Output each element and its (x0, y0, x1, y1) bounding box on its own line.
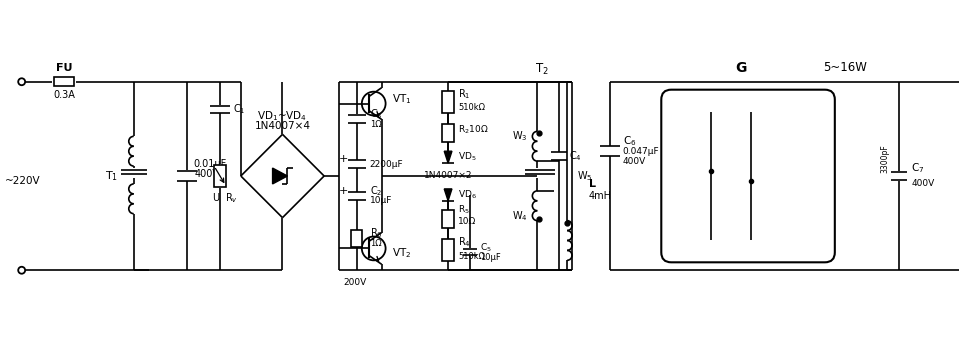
Polygon shape (272, 168, 287, 184)
Text: 1N4007×2: 1N4007×2 (423, 171, 472, 179)
Text: 510kΩ: 510kΩ (458, 252, 485, 261)
Text: R$_4$: R$_4$ (458, 236, 470, 249)
Text: VD$_5$: VD$_5$ (458, 151, 476, 164)
Text: 5~16W: 5~16W (823, 61, 866, 74)
Text: 200V: 200V (343, 278, 367, 287)
Polygon shape (444, 189, 452, 201)
Text: 510kΩ: 510kΩ (458, 103, 485, 112)
Text: C$_4$: C$_4$ (569, 149, 582, 163)
Text: 3300pF: 3300pF (881, 144, 890, 172)
Text: FU: FU (56, 63, 73, 73)
Text: VT$_2$: VT$_2$ (392, 246, 411, 260)
Bar (352, 230, 363, 247)
Text: 400V: 400V (911, 179, 934, 188)
Text: 0.01μF: 0.01μF (193, 159, 226, 169)
Bar (442, 91, 454, 113)
Text: C$_2$: C$_2$ (369, 184, 382, 198)
Text: R$_1$: R$_1$ (458, 87, 470, 100)
Text: W$_4$: W$_4$ (512, 209, 527, 223)
Text: 1Ω: 1Ω (369, 239, 381, 248)
Bar (214, 165, 226, 187)
Text: W$_5$: W$_5$ (577, 169, 593, 183)
Text: +: + (338, 154, 348, 164)
Text: G: G (735, 61, 747, 75)
Text: C$_6$: C$_6$ (622, 134, 636, 148)
Polygon shape (444, 151, 452, 163)
Text: 0.3A: 0.3A (53, 90, 75, 100)
Text: 400V: 400V (195, 169, 220, 179)
Text: 2200μF: 2200μF (369, 160, 404, 168)
Text: VD$_1$~VD$_4$: VD$_1$~VD$_4$ (258, 110, 308, 123)
Text: 10μF: 10μF (480, 253, 501, 262)
Text: +: + (338, 186, 348, 196)
Text: ~220V: ~220V (5, 176, 40, 186)
Text: R$_6$: R$_6$ (369, 227, 382, 240)
Text: U: U (212, 193, 219, 203)
Text: VD$_6$: VD$_6$ (458, 188, 477, 201)
Bar (55, 77, 74, 86)
Text: C$_1$: C$_1$ (233, 102, 245, 117)
Text: W$_3$: W$_3$ (512, 130, 527, 143)
Text: 1Ω: 1Ω (369, 120, 381, 129)
Text: 10μF: 10μF (369, 196, 392, 205)
Text: VT$_1$: VT$_1$ (392, 92, 411, 106)
Text: R$_v$: R$_v$ (225, 191, 238, 205)
Bar (442, 239, 454, 261)
Text: C$_3$: C$_3$ (369, 108, 382, 121)
Text: 1N4007×4: 1N4007×4 (255, 121, 311, 131)
Text: T$_2$: T$_2$ (535, 62, 549, 77)
Text: C$_7$: C$_7$ (911, 161, 924, 175)
Text: R$_2$10Ω: R$_2$10Ω (458, 123, 488, 135)
Text: C$_5$: C$_5$ (480, 241, 492, 254)
Bar (442, 124, 454, 142)
Text: T$_1$: T$_1$ (105, 169, 119, 183)
Text: R$_5$
10Ω: R$_5$ 10Ω (458, 203, 476, 226)
Text: 400V: 400V (622, 157, 646, 166)
Text: 0.047μF: 0.047μF (622, 147, 660, 156)
Bar (442, 210, 454, 227)
Text: 4mH: 4mH (589, 191, 612, 201)
Text: L: L (589, 179, 596, 189)
